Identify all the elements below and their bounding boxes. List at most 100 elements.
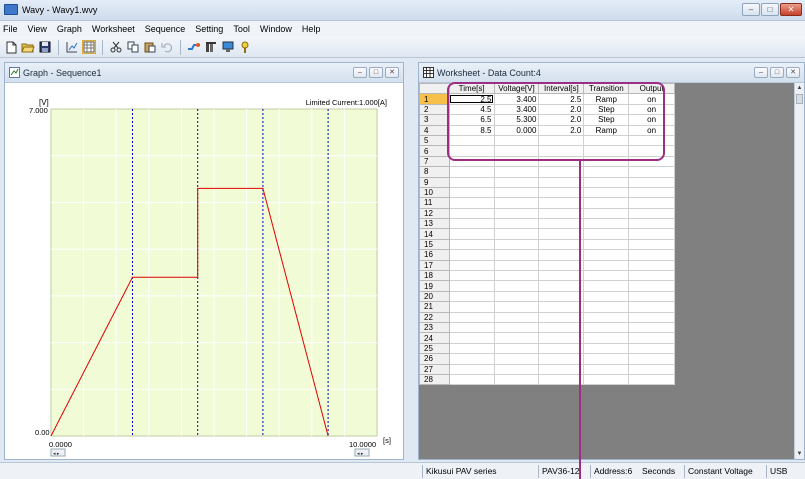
output-cell[interactable]: on bbox=[628, 103, 675, 116]
table-row[interactable]: 14 bbox=[419, 228, 675, 240]
interval-cell[interactable] bbox=[538, 290, 585, 303]
new-file-icon[interactable] bbox=[4, 40, 18, 54]
transition-cell[interactable] bbox=[583, 218, 630, 230]
time-cell[interactable] bbox=[448, 353, 495, 365]
col-header-time[interactable]: Time[s] bbox=[448, 83, 495, 95]
transition-cell[interactable]: Ramp bbox=[583, 93, 630, 105]
table-row[interactable]: 11 bbox=[419, 197, 675, 209]
transition-cell[interactable] bbox=[583, 145, 630, 157]
transition-cell[interactable] bbox=[583, 290, 630, 303]
voltage-cell[interactable] bbox=[493, 342, 540, 355]
scroll-up-arrow-icon[interactable]: ▲ bbox=[796, 85, 803, 91]
table-row[interactable]: 27 bbox=[419, 363, 675, 375]
row-header[interactable]: 13 bbox=[419, 218, 450, 230]
time-cell[interactable]: 4.5 bbox=[448, 103, 495, 116]
row-header[interactable]: 14 bbox=[419, 228, 450, 240]
transition-cell[interactable] bbox=[583, 373, 630, 386]
transition-cell[interactable] bbox=[583, 311, 630, 324]
interval-cell[interactable] bbox=[538, 280, 585, 292]
time-cell[interactable] bbox=[448, 280, 495, 292]
table-row[interactable]: 23 bbox=[419, 321, 675, 334]
voltage-cell[interactable] bbox=[493, 270, 540, 282]
output-cell[interactable] bbox=[628, 342, 675, 355]
interval-cell[interactable] bbox=[538, 145, 585, 157]
maximize-button[interactable]: □ bbox=[761, 3, 779, 16]
close-button[interactable]: ✕ bbox=[780, 3, 802, 16]
time-cell[interactable] bbox=[448, 186, 495, 199]
voltage-cell[interactable] bbox=[493, 353, 540, 365]
time-cell[interactable] bbox=[448, 332, 495, 344]
transition-cell[interactable] bbox=[583, 134, 630, 147]
time-cell[interactable] bbox=[448, 249, 495, 261]
output-cell[interactable] bbox=[628, 218, 675, 230]
interval-cell[interactable] bbox=[538, 321, 585, 334]
col-header-transition[interactable]: Transition bbox=[583, 83, 630, 95]
row-header[interactable]: 10 bbox=[419, 186, 450, 199]
voltage-cell[interactable] bbox=[493, 166, 540, 178]
table-row[interactable]: 1 2.5 3.400 2.5 Ramp on bbox=[419, 93, 675, 105]
menu-worksheet[interactable]: Worksheet bbox=[91, 24, 135, 34]
interval-cell[interactable] bbox=[538, 332, 585, 344]
time-cell[interactable] bbox=[448, 134, 495, 147]
transition-cell[interactable] bbox=[583, 353, 630, 365]
time-cell[interactable] bbox=[448, 311, 495, 324]
table-row[interactable]: 26 bbox=[419, 353, 675, 365]
menu-setting[interactable]: Setting bbox=[195, 24, 224, 34]
time-cell[interactable] bbox=[448, 155, 495, 168]
interval-cell[interactable] bbox=[538, 218, 585, 230]
monitor-icon[interactable] bbox=[221, 40, 235, 54]
time-cell[interactable] bbox=[448, 218, 495, 230]
worksheet-close-button[interactable]: ✕ bbox=[786, 67, 800, 78]
table-row[interactable]: 18 bbox=[419, 270, 675, 282]
row-header[interactable]: 23 bbox=[419, 321, 450, 334]
interval-cell[interactable]: 2.0 bbox=[538, 114, 585, 126]
time-cell[interactable] bbox=[448, 290, 495, 303]
menu-view[interactable]: View bbox=[27, 24, 47, 34]
voltage-cell[interactable] bbox=[493, 197, 540, 209]
table-row[interactable]: 21 bbox=[419, 301, 675, 313]
row-header[interactable]: 27 bbox=[419, 363, 450, 375]
output-cell[interactable] bbox=[628, 311, 675, 324]
voltage-cell[interactable] bbox=[493, 155, 540, 168]
time-cell[interactable] bbox=[448, 342, 495, 355]
table-row[interactable]: 17 bbox=[419, 259, 675, 272]
row-header[interactable]: 2 bbox=[419, 103, 450, 116]
transition-cell[interactable] bbox=[583, 238, 630, 251]
output-cell[interactable] bbox=[628, 176, 675, 188]
time-cell[interactable] bbox=[448, 321, 495, 334]
interval-cell[interactable] bbox=[538, 373, 585, 386]
scroll-thumb[interactable] bbox=[796, 94, 803, 104]
interval-cell[interactable] bbox=[538, 342, 585, 355]
save-icon[interactable] bbox=[38, 40, 52, 54]
output-cell[interactable] bbox=[628, 259, 675, 272]
row-header[interactable]: 6 bbox=[419, 145, 450, 157]
interval-cell[interactable] bbox=[538, 270, 585, 282]
menu-help[interactable]: Help bbox=[301, 24, 321, 34]
interval-cell[interactable] bbox=[538, 186, 585, 199]
table-row[interactable]: 6 bbox=[419, 145, 675, 157]
output-cell[interactable] bbox=[628, 290, 675, 303]
row-header[interactable]: 7 bbox=[419, 155, 450, 168]
table-row[interactable]: 4 8.5 0.000 2.0 Ramp on bbox=[419, 124, 675, 136]
time-cell[interactable]: 2.5 bbox=[448, 93, 495, 105]
row-header[interactable]: 15 bbox=[419, 238, 450, 251]
interval-cell[interactable] bbox=[538, 155, 585, 168]
corner-cell[interactable] bbox=[419, 83, 450, 95]
output-cell[interactable] bbox=[628, 166, 675, 178]
output-cell[interactable]: on bbox=[628, 124, 675, 136]
graph-view-icon[interactable] bbox=[65, 40, 79, 54]
transition-cell[interactable] bbox=[583, 155, 630, 168]
voltage-cell[interactable] bbox=[493, 218, 540, 230]
voltage-cell[interactable]: 3.400 bbox=[493, 93, 540, 105]
table-row[interactable]: 3 6.5 5.300 2.0 Step on bbox=[419, 114, 675, 126]
table-row[interactable]: 10 bbox=[419, 186, 675, 199]
paste-icon[interactable] bbox=[143, 40, 157, 54]
interval-cell[interactable] bbox=[538, 249, 585, 261]
row-header[interactable]: 5 bbox=[419, 134, 450, 147]
interval-cell[interactable]: 2.0 bbox=[538, 103, 585, 116]
row-header[interactable]: 25 bbox=[419, 342, 450, 355]
row-header[interactable]: 16 bbox=[419, 249, 450, 261]
transition-cell[interactable] bbox=[583, 249, 630, 261]
time-cell[interactable] bbox=[448, 176, 495, 188]
menu-graph[interactable]: Graph bbox=[56, 24, 82, 34]
